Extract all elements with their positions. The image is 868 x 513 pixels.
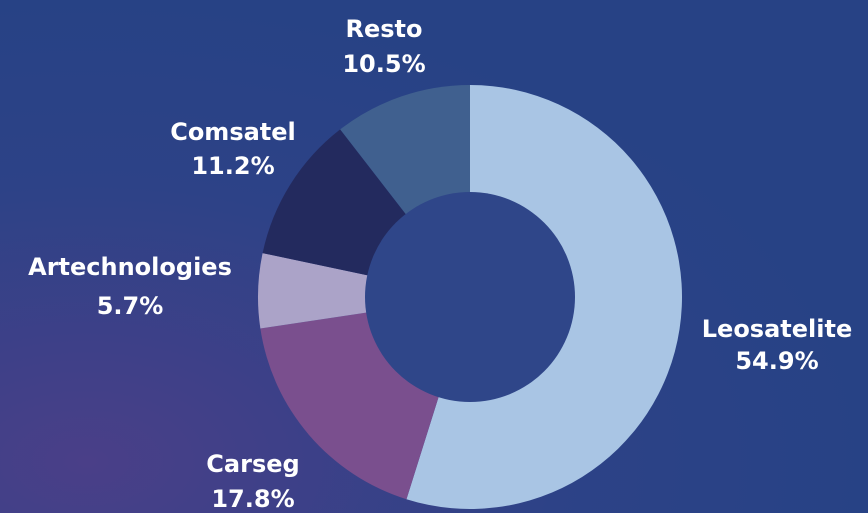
slice bbox=[257, 253, 470, 329]
slice-label: Comsatel bbox=[170, 118, 296, 146]
slice-value-label: 54.9% bbox=[735, 347, 818, 375]
slice-value-label: 10.5% bbox=[342, 50, 425, 78]
slice-value-label: 5.7% bbox=[97, 292, 164, 320]
slice-label: Leosatelite bbox=[702, 315, 853, 343]
slice-label: Resto bbox=[345, 15, 422, 43]
slice-value-label: 17.8% bbox=[211, 485, 294, 513]
donut-hole bbox=[365, 192, 575, 402]
slice-label: Artechnologies bbox=[28, 253, 232, 281]
slice-label: Carseg bbox=[206, 450, 299, 478]
slice-value-label: 11.2% bbox=[191, 152, 274, 180]
